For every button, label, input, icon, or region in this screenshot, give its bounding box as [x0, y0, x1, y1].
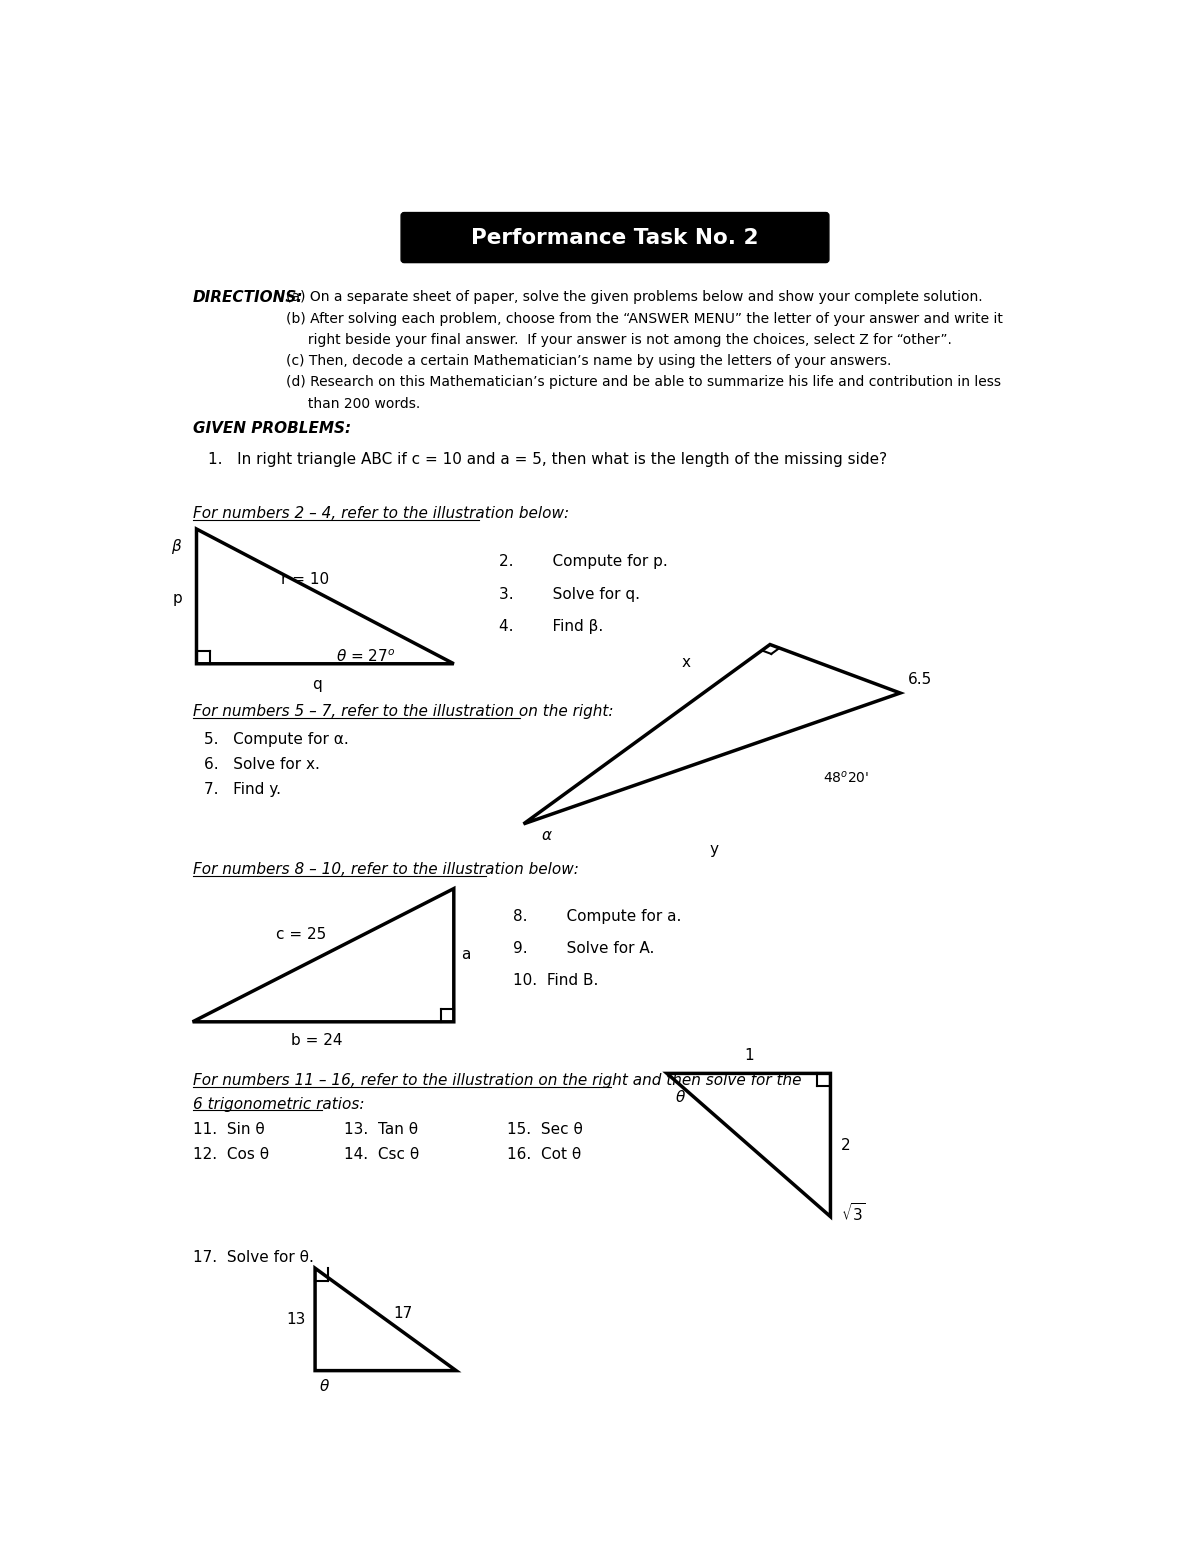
Text: 17.  Solve for θ.: 17. Solve for θ.	[193, 1250, 313, 1266]
Text: Performance Task No. 2: Performance Task No. 2	[472, 228, 758, 247]
Text: 15.  Sec θ: 15. Sec θ	[506, 1121, 582, 1137]
Text: GIVEN PROBLEMS:: GIVEN PROBLEMS:	[193, 421, 350, 436]
Text: For numbers 8 – 10, refer to the illustration below:: For numbers 8 – 10, refer to the illustr…	[193, 862, 578, 877]
Text: 3.        Solve for q.: 3. Solve for q.	[499, 587, 640, 601]
Text: q: q	[312, 677, 322, 691]
Text: (b) After solving each problem, choose from the “ANSWER MENU” the letter of your: (b) After solving each problem, choose f…	[286, 312, 1002, 326]
Text: x: x	[682, 655, 691, 669]
Text: 10.  Find B.: 10. Find B.	[512, 974, 598, 988]
Text: 5.   Compute for α.: 5. Compute for α.	[204, 731, 349, 747]
FancyBboxPatch shape	[401, 213, 829, 262]
Text: For numbers 2 – 4, refer to the illustration below:: For numbers 2 – 4, refer to the illustra…	[193, 506, 569, 520]
Text: $\beta$: $\beta$	[172, 537, 182, 556]
Text: 12.  Cos θ: 12. Cos θ	[193, 1148, 269, 1162]
Text: (c) Then, decode a certain Mathematician’s name by using the letters of your ans: (c) Then, decode a certain Mathematician…	[286, 354, 890, 368]
Text: For numbers 11 – 16, refer to the illustration on the right and then solve for t: For numbers 11 – 16, refer to the illust…	[193, 1073, 802, 1089]
Text: 9.        Solve for A.: 9. Solve for A.	[512, 941, 654, 957]
Text: (a) On a separate sheet of paper, solve the given problems below and show your c: (a) On a separate sheet of paper, solve …	[286, 290, 983, 304]
Text: b = 24: b = 24	[290, 1033, 342, 1048]
Text: 8.        Compute for a.: 8. Compute for a.	[512, 909, 682, 924]
Text: r = 10: r = 10	[281, 572, 329, 587]
Text: 11.  Sin θ: 11. Sin θ	[193, 1121, 264, 1137]
Text: c = 25: c = 25	[276, 927, 326, 943]
Text: 2.        Compute for p.: 2. Compute for p.	[499, 554, 667, 570]
Text: 13: 13	[287, 1312, 306, 1326]
Text: $\theta$: $\theta$	[674, 1089, 685, 1104]
Text: For numbers 5 – 7, refer to the illustration on the right:: For numbers 5 – 7, refer to the illustra…	[193, 704, 613, 719]
Text: 6.5: 6.5	[908, 671, 932, 686]
Text: $\sqrt{3}$: $\sqrt{3}$	[840, 1202, 865, 1224]
Text: 6 trigonometric ratios:: 6 trigonometric ratios:	[193, 1096, 364, 1112]
Text: right beside your final answer.  If your answer is not among the choices, select: right beside your final answer. If your …	[286, 332, 952, 346]
Text: 4.        Find β.: 4. Find β.	[499, 620, 604, 634]
Text: (d) Research on this Mathematician’s picture and be able to summarize his life a: (d) Research on this Mathematician’s pic…	[286, 374, 1001, 388]
Text: 1.   In right triangle ABC if c = 10 and a = 5, then what is the length of the m: 1. In right triangle ABC if c = 10 and a…	[208, 452, 887, 467]
Text: a: a	[462, 946, 470, 961]
Text: 7.   Find y.: 7. Find y.	[204, 783, 281, 797]
Text: p: p	[173, 590, 182, 606]
Text: DIRECTIONS:: DIRECTIONS:	[193, 290, 304, 306]
Text: $\alpha$: $\alpha$	[541, 828, 553, 843]
Text: 6.   Solve for x.: 6. Solve for x.	[204, 756, 320, 772]
Text: 14.  Csc θ: 14. Csc θ	[343, 1148, 419, 1162]
Text: than 200 words.: than 200 words.	[286, 396, 420, 410]
Text: 48$^o$20': 48$^o$20'	[823, 770, 869, 786]
Text: $\theta$ = 27$^o$: $\theta$ = 27$^o$	[336, 648, 395, 665]
Text: 13.  Tan θ: 13. Tan θ	[343, 1121, 418, 1137]
Text: 2: 2	[840, 1137, 850, 1152]
Text: 16.  Cot θ: 16. Cot θ	[506, 1148, 581, 1162]
Text: y: y	[709, 842, 719, 857]
Text: $\theta$: $\theta$	[319, 1379, 330, 1395]
Text: 17: 17	[394, 1306, 413, 1320]
Text: 1: 1	[744, 1048, 754, 1062]
